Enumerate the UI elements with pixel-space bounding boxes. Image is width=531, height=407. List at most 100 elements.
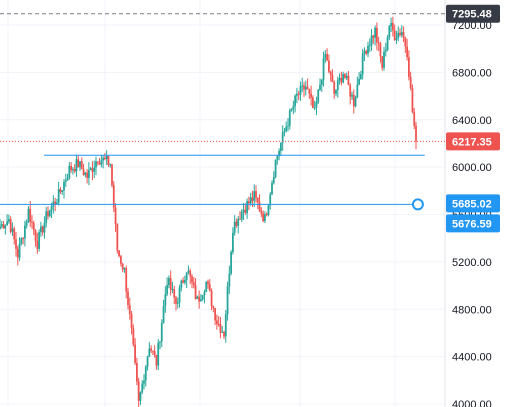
candle-body <box>253 191 256 201</box>
candle-body <box>157 342 160 366</box>
candle-body <box>267 205 270 215</box>
price-badge-text: 7295.48 <box>452 9 492 21</box>
candle-body <box>242 209 245 212</box>
candle-body <box>326 53 329 61</box>
candle-body <box>306 86 309 90</box>
candle-body <box>208 284 211 291</box>
price-badge-text: 6217.35 <box>452 136 492 148</box>
high-label: 7295.48 <box>446 4 500 23</box>
candle-body <box>87 170 90 178</box>
candle-body <box>324 53 327 59</box>
candle-body <box>111 164 113 186</box>
candle-body <box>183 279 186 283</box>
candle-body <box>121 263 124 270</box>
candle-body <box>370 35 373 46</box>
y-tick-label: 7200.00 <box>452 20 492 32</box>
candle-body <box>141 383 144 393</box>
candle-body <box>175 297 177 304</box>
candle-body <box>315 102 318 108</box>
candle-body <box>292 105 295 109</box>
candle-body <box>263 214 266 221</box>
y-tick-label: 4800.00 <box>452 304 492 316</box>
candle-body <box>375 27 378 43</box>
candle-body <box>343 74 346 78</box>
candle-body <box>41 226 44 233</box>
candle-body <box>146 356 149 367</box>
candle-body <box>128 305 131 315</box>
candle-body <box>59 189 62 192</box>
candle-body <box>294 95 297 106</box>
last-price-label: 6217.35 <box>446 132 500 151</box>
candle-body <box>45 211 48 224</box>
candle-body <box>217 323 220 325</box>
candle-body <box>409 76 412 89</box>
candle-body <box>98 162 101 165</box>
candle-body <box>207 281 209 285</box>
candle-body <box>262 213 265 221</box>
candle-body <box>132 328 135 345</box>
candle-body <box>265 214 268 216</box>
candle-body <box>338 78 341 81</box>
candle-body <box>393 30 396 40</box>
candle-body <box>352 94 355 107</box>
candle-body <box>103 157 106 160</box>
candle-body <box>130 314 133 329</box>
candle-body <box>47 211 49 217</box>
candle-body <box>80 161 83 170</box>
candle-body <box>372 35 375 38</box>
candle-body <box>359 74 362 79</box>
candle-body <box>233 221 236 233</box>
candle-body <box>279 142 282 151</box>
candle-body <box>288 110 291 126</box>
line-handle[interactable] <box>411 198 424 211</box>
candle-body <box>151 350 154 352</box>
candle-body <box>155 355 158 366</box>
candle-body <box>383 51 385 68</box>
candle-body <box>251 197 254 201</box>
candle-body <box>166 284 169 295</box>
candle-body <box>386 37 389 50</box>
candle-body <box>160 322 163 342</box>
candle-body <box>43 223 46 233</box>
candle-body <box>162 306 165 323</box>
candle-body <box>114 207 117 225</box>
candle-body <box>347 75 350 86</box>
candle-body <box>210 290 213 307</box>
candle-body <box>194 285 197 299</box>
candle-body <box>230 252 233 274</box>
candle-body <box>196 296 199 299</box>
candle-body <box>228 273 231 287</box>
candle-body <box>167 277 170 285</box>
y-tick-label: 6400.00 <box>452 115 492 127</box>
candle-body <box>4 225 7 229</box>
candle-body <box>342 74 345 83</box>
candle-body <box>13 228 16 240</box>
price-badge-bg <box>446 214 500 233</box>
candle-body <box>297 93 300 95</box>
candle-body <box>399 32 401 36</box>
candle-body <box>391 23 394 31</box>
candle-body <box>388 26 391 38</box>
candle-body <box>400 32 403 36</box>
y-tick-label: 4000.00 <box>452 399 492 407</box>
candle-body <box>404 37 407 47</box>
candle-body <box>219 324 222 333</box>
candle-body <box>290 108 293 111</box>
candle-body <box>11 228 14 232</box>
candle-body <box>377 42 380 44</box>
candle-body <box>313 107 316 109</box>
candle-body <box>29 208 32 222</box>
candle-body <box>278 150 281 157</box>
price-badge-text: 5685.02 <box>452 198 492 210</box>
candle-body <box>333 82 336 94</box>
candle-body <box>214 308 217 321</box>
candle-body <box>38 232 41 249</box>
price-badge-bg <box>446 132 500 151</box>
candle-body <box>70 165 73 171</box>
candle-body <box>105 155 108 160</box>
candle-body <box>191 276 193 283</box>
candle-body <box>260 211 263 214</box>
candle-body <box>247 201 250 204</box>
price-badge-bg <box>446 194 500 213</box>
